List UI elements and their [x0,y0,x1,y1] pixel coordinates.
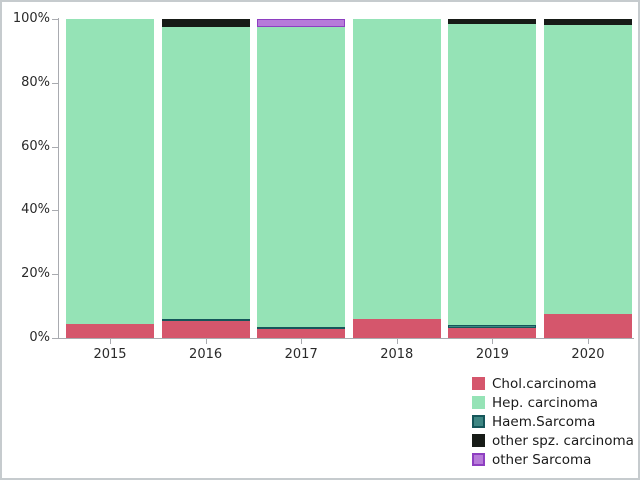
y-tick-mark [52,82,58,84]
y-tick-label: 100% [12,11,50,26]
y-tick-mark [52,146,58,148]
legend-item: Hep. carcinoma [472,393,634,412]
x-tick-label: 2019 [475,347,509,362]
legend-swatch-icon [472,415,485,428]
legend-item: other Sarcoma [472,450,634,469]
x-tick-label: 2020 [571,347,605,362]
legend-label: Haem.Sarcoma [492,413,596,430]
bar-segment [257,26,346,328]
y-tick-label: 60% [21,138,50,154]
bar-segment [161,321,250,338]
bar-2017 [257,19,346,338]
bar-2016 [161,19,250,338]
bar-segment [66,324,154,338]
legend-swatch-icon [472,396,485,409]
x-tick-mark [588,339,589,344]
legend-swatch-icon [472,434,485,447]
legend-label: Hep. carcinoma [492,394,598,411]
bar-segment [257,19,346,27]
x-tick-mark [110,339,111,344]
y-tick-mark [52,210,58,212]
legend-swatch-icon [472,377,485,390]
legend-item: Haem.Sarcoma [472,412,634,431]
y-tick-label: 80% [21,74,50,90]
y-axis-line [58,18,59,338]
bar-2018 [352,19,441,338]
plot-area [66,19,632,338]
bar-2015 [66,19,154,338]
legend-item: other spz. carcinoma [472,431,634,450]
legend-swatch-icon [472,453,485,466]
bar-segment [161,19,250,27]
y-tick-label: 20% [21,266,50,282]
bar-segment [161,27,250,319]
bar-segment [257,329,346,338]
x-tick-mark [396,339,398,344]
bar-segment [352,318,441,338]
legend-label: Chol.carcinoma [492,375,597,392]
legend-label: other Sarcoma [492,451,592,468]
bar-segment [543,25,632,315]
y-tick-mark [52,338,58,339]
legend-label: other spz. carcinoma [492,432,634,449]
x-tick-label: 2016 [189,347,223,362]
bar-segment [257,327,346,330]
x-axis-labels: 2015 2016 2017 2018 2019 2020 [66,347,632,362]
bar-segment [448,24,537,326]
bar-segment [543,314,632,338]
x-tick-mark [492,339,494,344]
x-tick-label: 2015 [93,347,127,362]
x-tick-mark [205,339,207,344]
x-tick-label: 2017 [284,347,318,362]
bar-segment [543,19,632,26]
x-tick-mark [301,339,303,344]
bar-segment [161,318,250,322]
y-tick-mark [52,19,58,20]
x-tick-label: 2018 [380,347,414,362]
y-tick-label: 0% [29,330,50,345]
bar-2019 [448,19,537,338]
bar-segment [352,19,441,319]
y-tick-label: 40% [21,202,50,218]
bar-2020 [543,19,632,338]
y-tick-mark [52,274,58,276]
bar-segment [448,19,537,25]
legend: Chol.carcinoma Hep. carcinoma Haem.Sarcoma… [472,374,634,469]
bar-segment [66,19,154,325]
legend-item: Chol.carcinoma [472,374,634,393]
bar-segment [448,325,537,329]
x-axis-line [52,338,634,339]
bar-segment [448,328,537,338]
